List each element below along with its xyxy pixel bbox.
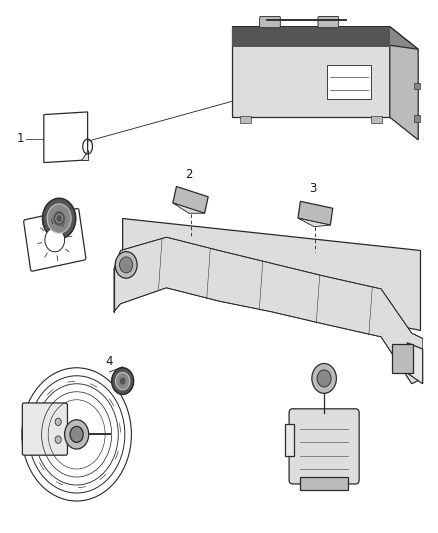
Bar (414, 115, 420, 122)
Circle shape (120, 257, 133, 273)
Polygon shape (173, 187, 208, 213)
Bar (392, 344, 413, 373)
Circle shape (47, 204, 71, 233)
Text: 3: 3 (310, 182, 317, 195)
Circle shape (112, 368, 134, 394)
Circle shape (55, 436, 61, 443)
Text: 1: 1 (17, 132, 24, 145)
Bar (285, 424, 294, 456)
Circle shape (42, 198, 76, 239)
Circle shape (53, 211, 65, 226)
FancyBboxPatch shape (260, 17, 280, 28)
Polygon shape (173, 203, 205, 213)
Polygon shape (407, 343, 423, 384)
Polygon shape (298, 201, 333, 225)
Polygon shape (390, 27, 418, 140)
FancyBboxPatch shape (22, 403, 67, 455)
Polygon shape (298, 218, 330, 227)
FancyBboxPatch shape (24, 208, 86, 271)
Bar (240, 116, 251, 123)
Circle shape (70, 426, 83, 442)
Text: 4: 4 (106, 355, 113, 368)
FancyBboxPatch shape (289, 409, 359, 484)
Circle shape (55, 418, 61, 425)
Polygon shape (114, 237, 423, 384)
Polygon shape (232, 27, 418, 49)
Polygon shape (44, 112, 88, 163)
Polygon shape (232, 27, 390, 117)
Bar (300, 477, 348, 490)
Polygon shape (123, 219, 420, 330)
Circle shape (45, 228, 65, 252)
Text: 2: 2 (185, 168, 193, 181)
Circle shape (115, 252, 137, 278)
Circle shape (312, 364, 336, 393)
Polygon shape (81, 150, 88, 160)
Bar (327, 64, 371, 99)
Bar (414, 83, 420, 89)
Polygon shape (232, 27, 390, 46)
FancyBboxPatch shape (318, 17, 339, 28)
Circle shape (317, 370, 331, 387)
Circle shape (116, 373, 130, 390)
Circle shape (64, 420, 88, 449)
Bar (371, 116, 382, 123)
Circle shape (119, 377, 126, 385)
